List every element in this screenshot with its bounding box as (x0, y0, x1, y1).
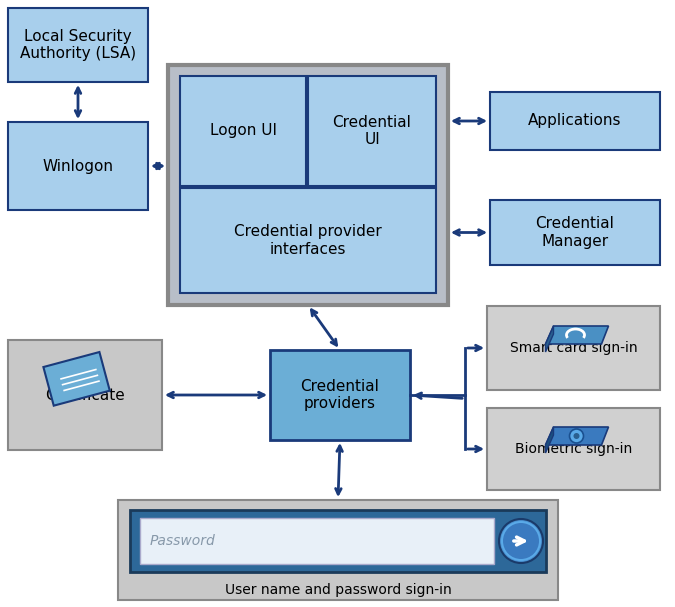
Bar (118, 500, 558, 600)
Bar (140, 518, 494, 564)
Bar (180, 188, 436, 293)
Bar (8, 8, 148, 82)
Bar (270, 350, 410, 440)
Text: User name and password sign-in: User name and password sign-in (225, 583, 452, 597)
Circle shape (570, 429, 583, 443)
Circle shape (499, 519, 543, 563)
Bar (180, 76, 306, 186)
Bar (308, 76, 436, 186)
Text: Biometric sign-in: Biometric sign-in (515, 442, 632, 456)
Polygon shape (545, 427, 554, 453)
Text: Logon UI: Logon UI (209, 123, 277, 138)
Text: Winlogon: Winlogon (43, 158, 113, 174)
Bar (130, 510, 546, 572)
Bar (490, 200, 660, 265)
Bar (490, 92, 660, 150)
Bar (487, 408, 660, 490)
Text: Applications: Applications (529, 114, 622, 129)
Text: Password: Password (150, 534, 216, 548)
Bar (487, 306, 660, 390)
Bar (168, 65, 448, 305)
Text: Credential
UI: Credential UI (333, 115, 412, 148)
Text: Credential provider
interfaces: Credential provider interfaces (234, 225, 382, 257)
Polygon shape (545, 326, 554, 352)
Bar (8, 122, 148, 210)
Text: Credential
Manager: Credential Manager (535, 216, 614, 249)
Text: Credential
providers: Credential providers (300, 379, 379, 411)
Polygon shape (545, 427, 608, 445)
Bar (43, 352, 110, 405)
Circle shape (574, 433, 580, 439)
Circle shape (503, 523, 539, 559)
Text: Local Security
Authority (LSA): Local Security Authority (LSA) (20, 29, 136, 61)
Text: Certificate: Certificate (45, 387, 125, 402)
Polygon shape (545, 326, 608, 344)
Bar (8, 340, 162, 450)
Text: Smart card sign-in: Smart card sign-in (510, 341, 637, 355)
Circle shape (501, 521, 541, 561)
